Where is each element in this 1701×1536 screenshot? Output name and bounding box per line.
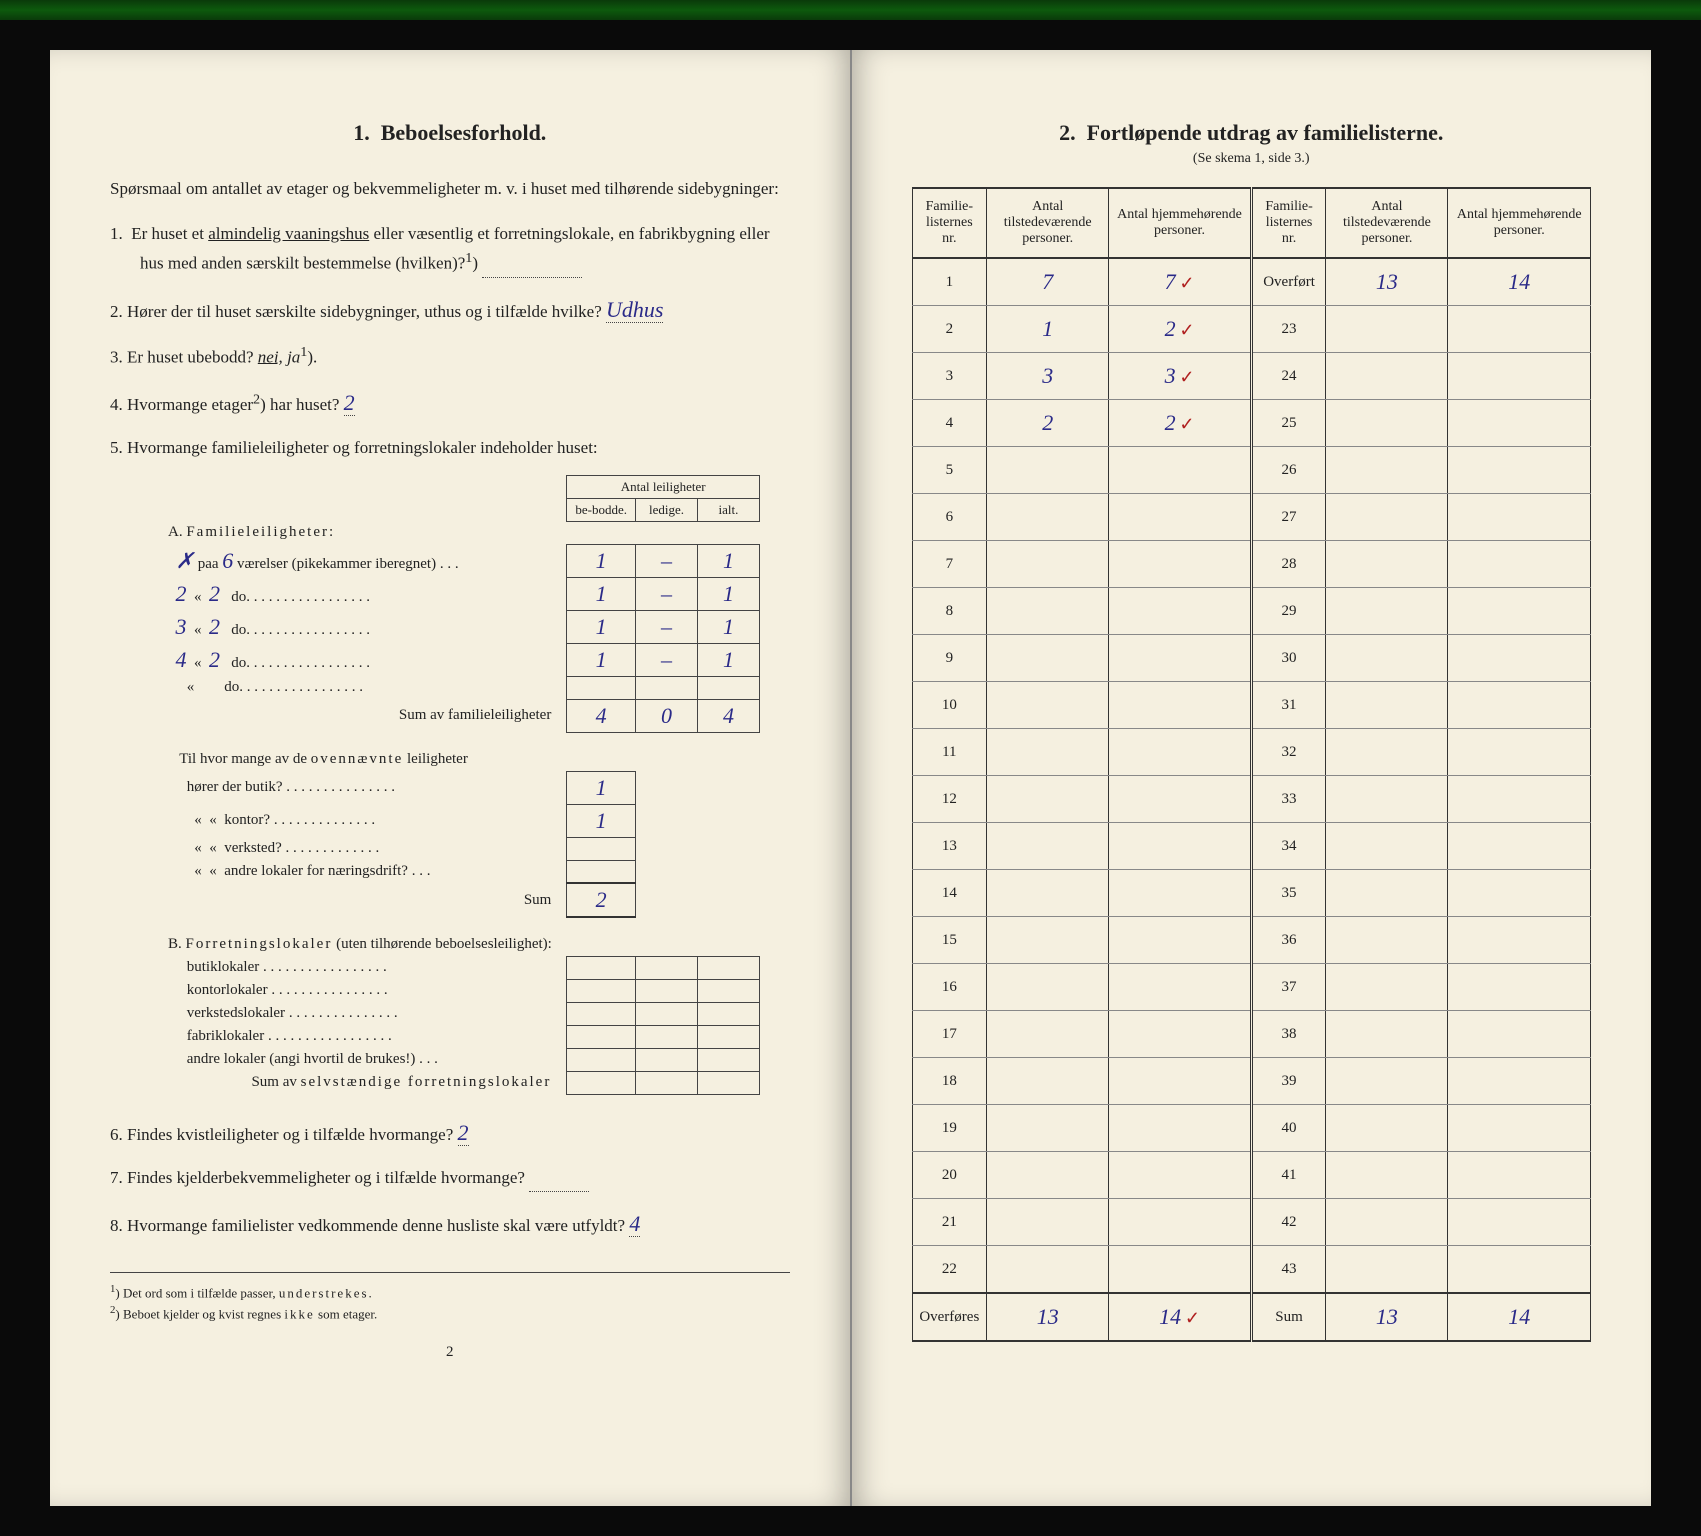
table-row: 20 41	[912, 1152, 1591, 1199]
table-row: 13 34	[912, 823, 1591, 870]
row-c3: verkstedslokaler . . . . . . . . . . . .…	[160, 1002, 759, 1025]
row-c1: butiklokaler . . . . . . . . . . . . . .…	[160, 956, 759, 979]
row-c5: andre lokaler (angi hvortil de brukes!) …	[160, 1048, 759, 1071]
section-2-title: 2. Fortløpende utdrag av familielisterne…	[912, 120, 1592, 146]
table-row: 21 42	[912, 1199, 1591, 1246]
row-a4: 4 « 2 do. . . . . . . . . . . . . . . . …	[160, 643, 759, 676]
question-8: 8. Hvormange familielister vedkommende d…	[110, 1206, 790, 1241]
question-4: 4. Hvormange etager2) har huset? 2	[110, 385, 790, 420]
table-row: 17 38	[912, 1011, 1591, 1058]
left-page: 1. Beboelsesforhold. Spørsmaal om antall…	[50, 50, 852, 1506]
question-5: 5. Hvormange familieleiligheter og forre…	[110, 434, 790, 461]
question-1: 1. Er huset et almindelig vaaningshus el…	[110, 220, 790, 278]
section-a2-heading: Til hvor mange av de ovennævnte leilighe…	[160, 748, 567, 771]
question-7: 7. Findes kjelderbekvemmeligheter og i t…	[110, 1164, 790, 1192]
table-row: 6 27	[912, 494, 1591, 541]
intro-text: Spørsmaal om antallet av etager og bekve…	[110, 176, 790, 202]
table-row: 7 28	[912, 541, 1591, 588]
sum-row: Overføres 13 14 ✓ Sum 13 14	[912, 1293, 1591, 1341]
row-butik: hører der butik? . . . . . . . . . . . .…	[160, 771, 759, 804]
table-row: 18 39	[912, 1058, 1591, 1105]
table-row: 5 26	[912, 447, 1591, 494]
table-row: 11 32	[912, 729, 1591, 776]
question-3: 3. Er huset ubebodd? nei, ja1).	[110, 341, 790, 371]
row-a-sum: Sum av familieleiligheter 404	[160, 699, 759, 732]
table-row: 9 30	[912, 635, 1591, 682]
row-a2: 2 « 2 do. . . . . . . . . . . . . . . . …	[160, 577, 759, 610]
row-c2: kontorlokaler . . . . . . . . . . . . . …	[160, 979, 759, 1002]
table-row: 19 40	[912, 1105, 1591, 1152]
row-b-sum: Sum 2	[160, 883, 759, 917]
row-verksted: « « verksted? . . . . . . . . . . . . .	[160, 837, 759, 860]
section-b-heading: B. Forretningslokaler (uten tilhørende b…	[160, 933, 567, 956]
right-page: 2. Fortløpende utdrag av familielisterne…	[852, 50, 1652, 1506]
question-2: 2. Hører der til huset særskilte sidebyg…	[110, 292, 790, 327]
row-a3: 3 « 2 do. . . . . . . . . . . . . . . . …	[160, 610, 759, 643]
q8-answer: 4	[629, 1211, 640, 1237]
q4-answer: 2	[344, 390, 355, 416]
section-1-title: 1. Beboelsesforhold.	[110, 120, 790, 146]
table-row: 4 2 2 ✓ 25	[912, 400, 1591, 447]
page-number-left: 2	[110, 1344, 790, 1361]
row-c-sum: Sum av selvstændige forretningslokaler	[160, 1071, 759, 1094]
table-row: 14 35	[912, 870, 1591, 917]
table-row: 16 37	[912, 964, 1591, 1011]
q2-answer: Udhus	[606, 297, 663, 323]
q6-answer: 2	[458, 1120, 469, 1146]
table-row: 2 1 2 ✓ 23	[912, 306, 1591, 353]
table-row: 1 7 7 ✓ Overført 13 14	[912, 258, 1591, 306]
table-row: 22 43	[912, 1246, 1591, 1294]
section-a-heading: A. Familieleiligheter:	[160, 521, 567, 544]
book-spread: 1. Beboelsesforhold. Spørsmaal om antall…	[0, 20, 1701, 1536]
table-row: 10 31	[912, 682, 1591, 729]
row-a1: ✗ paa 6 værelser (pikekammer iberegnet) …	[160, 544, 759, 577]
leiligheter-table: Antal leiligheter be-bodde. ledige. ialt…	[160, 475, 760, 1095]
section-2-subtitle: (Se skema 1, side 3.)	[912, 151, 1592, 167]
table-row: 3 3 3 ✓ 24	[912, 353, 1591, 400]
row-c4: fabriklokaler . . . . . . . . . . . . . …	[160, 1025, 759, 1048]
footnotes: 1) Det ord som i tilfælde passer, unders…	[110, 1272, 790, 1325]
top-border	[0, 0, 1701, 20]
table-row: 15 36	[912, 917, 1591, 964]
table-header: Antal leiligheter	[567, 475, 760, 498]
row-kontor: « « kontor? . . . . . . . . . . . . . . …	[160, 804, 759, 837]
row-a5: « do. . . . . . . . . . . . . . . . .	[160, 676, 759, 699]
utdrag-table: Familie-listernes nr. Antal tilstedevære…	[912, 187, 1592, 1342]
row-andre: « « andre lokaler for næringsdrift? . . …	[160, 860, 759, 883]
question-6: 6. Findes kvistleiligheter og i tilfælde…	[110, 1115, 790, 1150]
table-row: 8 29	[912, 588, 1591, 635]
table-row: 12 33	[912, 776, 1591, 823]
